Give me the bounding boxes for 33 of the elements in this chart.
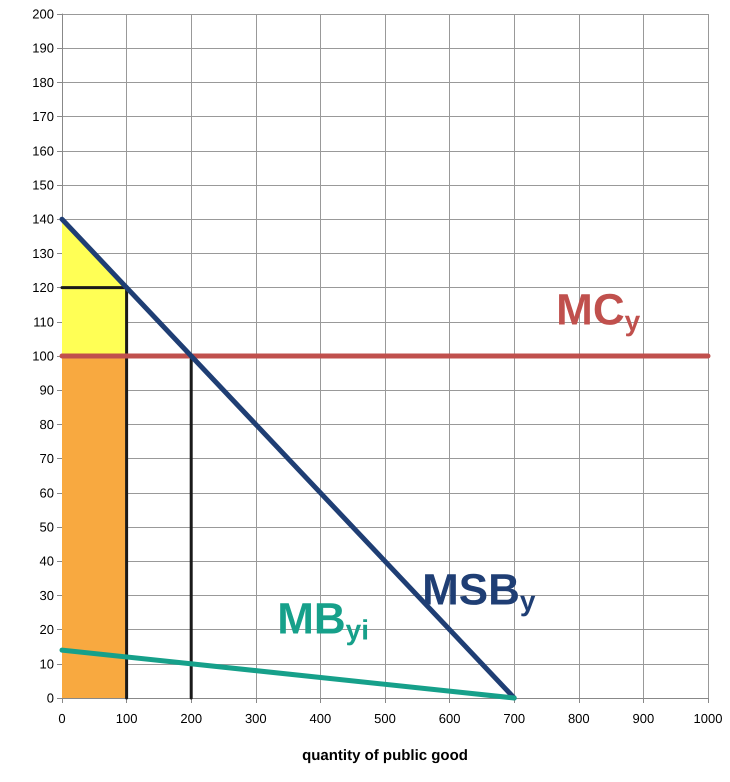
x-axis-title: quantity of public good (302, 747, 468, 764)
y-tick-label: 200 (32, 6, 54, 22)
y-tick-label: 60 (40, 485, 54, 500)
x-tick-label: 800 (568, 711, 590, 726)
x-tick-label: 700 (503, 711, 526, 726)
y-tick-label: 30 (40, 588, 54, 603)
y-tick-label: 150 (32, 178, 54, 192)
x-tick-label: 1000 (694, 711, 722, 726)
y-tick-label: 40 (40, 554, 54, 569)
y-tick-label: 90 (40, 382, 54, 398)
y-tick-label: 180 (32, 74, 54, 90)
x-tick-label: 400 (310, 711, 332, 726)
x-tick-label: 300 (244, 711, 267, 726)
y-tick-label: 190 (32, 40, 54, 56)
y-tick-label: 130 (32, 246, 54, 261)
y-tick-label: 20 (40, 622, 54, 638)
y-tick-label: 100 (32, 348, 54, 364)
x-tick-label: 100 (116, 711, 138, 726)
y-tick-label: 10 (40, 656, 54, 672)
y-tick-label: 110 (33, 314, 54, 330)
y-tick-label: 0 (46, 690, 54, 706)
y-tick-label: 50 (40, 520, 54, 534)
x-tick-label: 200 (180, 711, 202, 726)
y-tick-label: 80 (40, 416, 54, 432)
y-tick-label: 160 (32, 143, 54, 158)
x-tick-label: 600 (438, 711, 460, 726)
x-tick-label: 0 (58, 711, 66, 726)
x-tick-label: 900 (632, 711, 654, 726)
y-tick-label: 70 (40, 451, 54, 466)
y-tick-label: 120 (32, 280, 54, 296)
x-tick-label: 500 (374, 711, 396, 726)
y-tick-label: 170 (32, 109, 54, 124)
y-tick-label: 140 (32, 212, 54, 227)
